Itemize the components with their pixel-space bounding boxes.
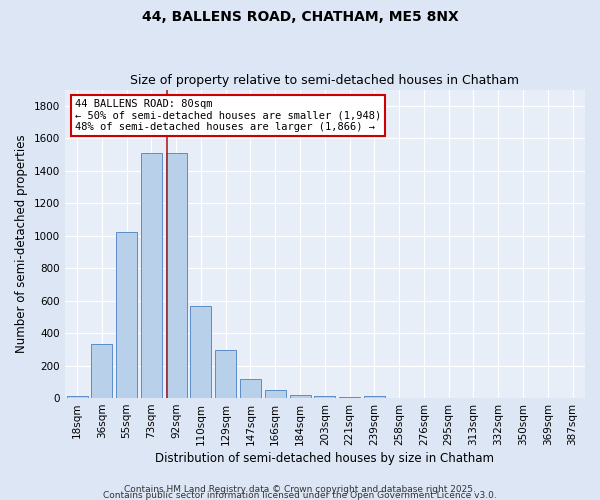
Y-axis label: Number of semi-detached properties: Number of semi-detached properties xyxy=(15,134,28,353)
Bar xyxy=(290,395,311,398)
Bar xyxy=(215,350,236,398)
Text: Contains public sector information licensed under the Open Government Licence v3: Contains public sector information licen… xyxy=(103,490,497,500)
Bar xyxy=(91,344,112,398)
Title: Size of property relative to semi-detached houses in Chatham: Size of property relative to semi-detach… xyxy=(130,74,520,87)
Bar xyxy=(141,153,162,398)
Bar xyxy=(364,396,385,398)
Bar xyxy=(116,232,137,398)
Text: 44, BALLENS ROAD, CHATHAM, ME5 8NX: 44, BALLENS ROAD, CHATHAM, ME5 8NX xyxy=(142,10,458,24)
Bar xyxy=(67,396,88,398)
X-axis label: Distribution of semi-detached houses by size in Chatham: Distribution of semi-detached houses by … xyxy=(155,452,494,465)
Bar xyxy=(314,396,335,398)
Bar xyxy=(166,153,187,398)
Bar xyxy=(190,306,211,398)
Bar xyxy=(240,380,261,398)
Text: Contains HM Land Registry data © Crown copyright and database right 2025.: Contains HM Land Registry data © Crown c… xyxy=(124,484,476,494)
Text: 44 BALLENS ROAD: 80sqm
← 50% of semi-detached houses are smaller (1,948)
48% of : 44 BALLENS ROAD: 80sqm ← 50% of semi-det… xyxy=(75,99,382,132)
Bar xyxy=(265,390,286,398)
